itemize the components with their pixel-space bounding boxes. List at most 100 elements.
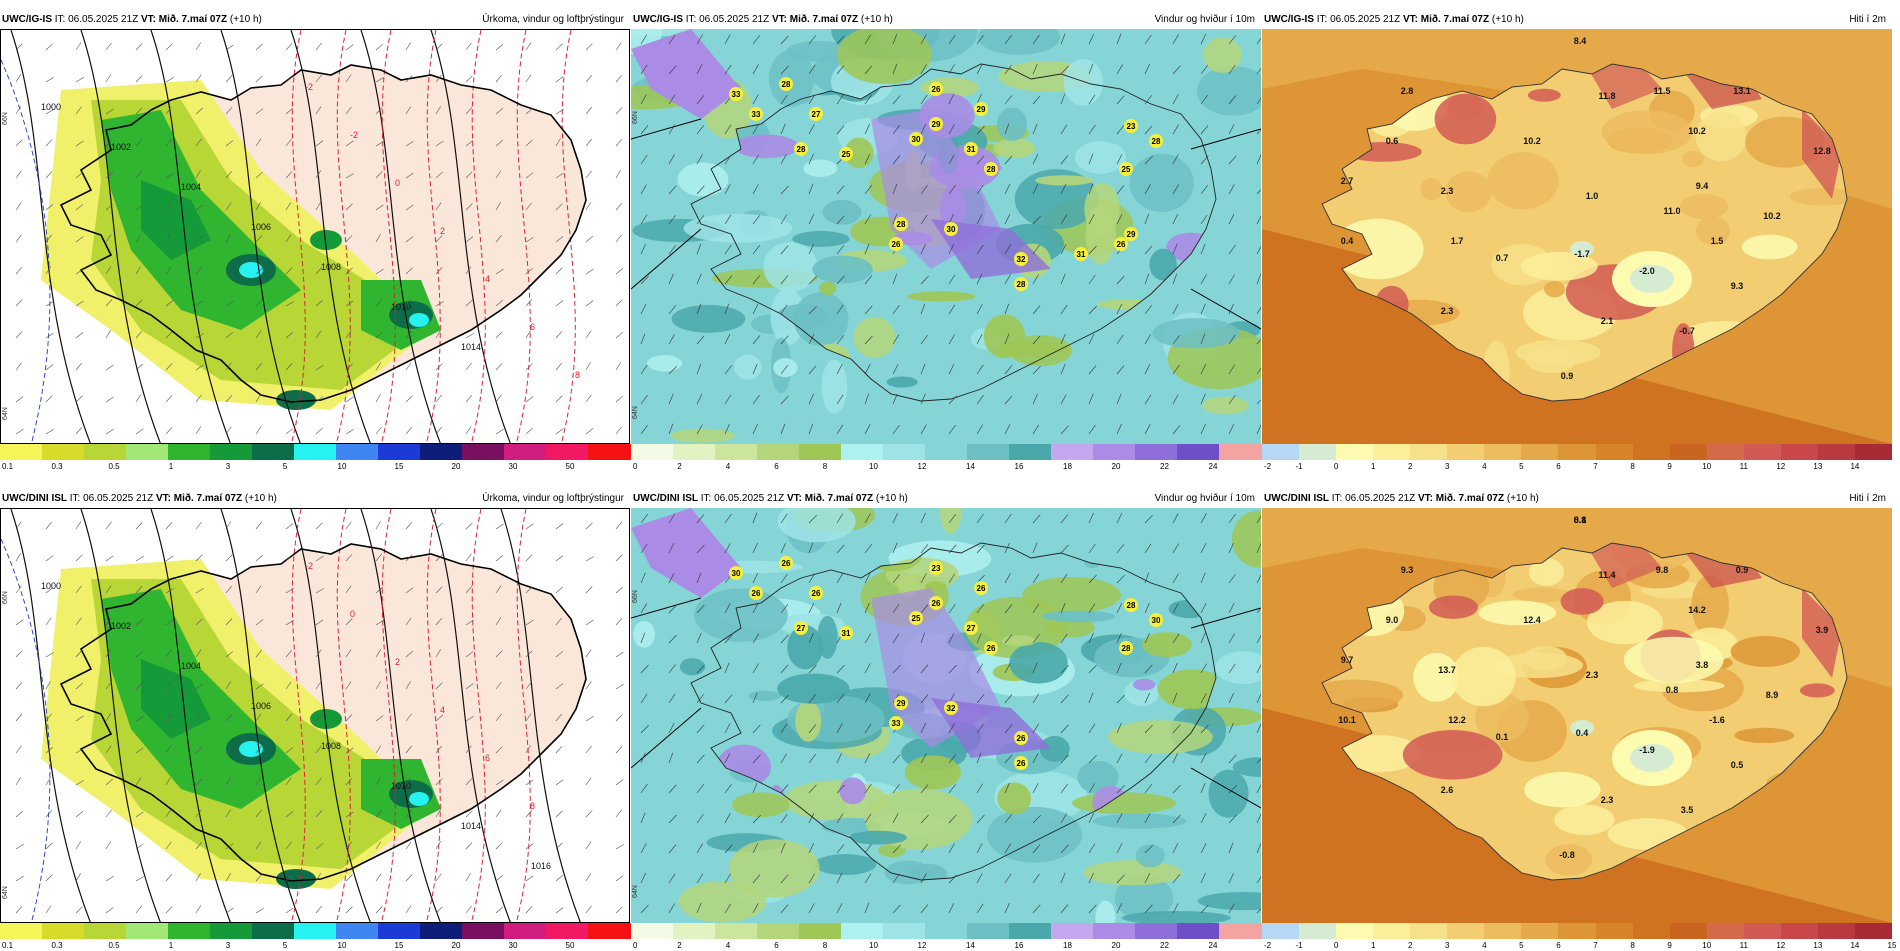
- gust-label: 33: [749, 107, 763, 121]
- colorbar-swatch: [1373, 444, 1411, 460]
- colorbar-tick: 12: [917, 462, 927, 471]
- colorbar-tick: 0.1: [2, 941, 14, 950]
- temperature-value: 2.8: [1401, 86, 1414, 96]
- colorbar-tick: 16: [1014, 462, 1024, 471]
- colorbar-swatch: [1262, 923, 1300, 939]
- colorbar-tick: 7: [1593, 462, 1598, 471]
- svg-text:25: 25: [842, 150, 851, 159]
- colorbar-swatch: [1336, 923, 1374, 939]
- map-svg: 8.4 2.8 11.5 13.1 0.6 11.8 10.2 10.2 12.8 2.7 2.3 1…: [1262, 29, 1892, 444]
- colorbar-swatch: [1595, 923, 1634, 939]
- vt-label: VT:: [138, 14, 159, 25]
- colorbar-swatch: [294, 444, 337, 460]
- colorbar-swatch: [1177, 444, 1220, 460]
- svg-text:28: 28: [1017, 280, 1026, 289]
- colorbar-swatch: [1854, 444, 1893, 460]
- temperature-value: 1.0: [1586, 191, 1599, 201]
- isobar-label: 1006: [251, 701, 271, 711]
- gust-label: 26: [1014, 756, 1028, 770]
- isobar-label: 1004: [181, 182, 201, 192]
- colorbar-swatch: [841, 444, 884, 460]
- forecast-panel-temp: UWC/IG-IS IT: 06.05.2025 21Z VT: Mið. 7.…: [1262, 12, 1893, 472]
- lead-time: (+10 h): [242, 493, 277, 504]
- gust-label: 27: [964, 621, 978, 635]
- temperature-value: 9.3: [1731, 281, 1744, 291]
- colorbar-tick: 6: [774, 462, 779, 471]
- colorbar-tick: 4: [725, 941, 731, 950]
- temperature-value: 12.2: [1448, 715, 1466, 725]
- colorbar-tick: 0.1: [2, 462, 14, 471]
- svg-text:26: 26: [1117, 240, 1126, 249]
- colorbar-tick: 5: [282, 941, 288, 950]
- colorbar-swatch: [168, 923, 211, 939]
- gust-label: 29: [929, 117, 943, 131]
- colorbar-tick: 1: [168, 941, 174, 950]
- it-label: IT:: [67, 493, 84, 504]
- colorbar-tick: 5: [1519, 941, 1524, 950]
- colorbar-swatch: [967, 444, 1010, 460]
- gust-label: 25: [1119, 162, 1133, 176]
- temperature-value: 14.2: [1688, 605, 1706, 615]
- temperature-value: 0.9: [1736, 565, 1749, 575]
- lead-time: (+10 h): [1489, 14, 1524, 25]
- colorbar-swatch: [126, 923, 169, 939]
- colorbar-tick: 8: [1630, 462, 1635, 471]
- gust-label: 32: [1014, 252, 1028, 266]
- colorbar-tick: 22: [1160, 462, 1169, 471]
- colorbar-swatch: [1135, 923, 1178, 939]
- colorbar-swatch: [1009, 923, 1052, 939]
- colorbar-swatch: [1817, 444, 1856, 460]
- svg-text:26: 26: [1017, 734, 1026, 743]
- colorbar-swatch: [1521, 923, 1559, 939]
- temperature-value: -1.7: [1574, 249, 1590, 259]
- svg-text:26: 26: [812, 589, 821, 598]
- gust-label: 30: [1149, 613, 1163, 627]
- svg-text:28: 28: [1127, 601, 1136, 610]
- colorbar: [0, 923, 631, 939]
- colorbar-tick: -2: [1264, 941, 1272, 950]
- vt-label: VT:: [153, 493, 174, 504]
- colorbar-swatch: [168, 444, 211, 460]
- svg-text:27: 27: [812, 110, 821, 119]
- colorbar-swatch: [1373, 923, 1411, 939]
- temperature-label: 0: [350, 609, 355, 619]
- gust-label: 23: [1124, 119, 1138, 133]
- colorbar-swatch: [1854, 923, 1893, 939]
- gust-label: 28: [1149, 134, 1163, 148]
- colorbar-tick: 10: [337, 941, 347, 950]
- colorbar-tick: 10: [869, 462, 878, 471]
- map-svg: 30 26 26 26 27 31 23 26 26 25 27 26 28 30 28 29 32 33 26 26…: [631, 508, 1261, 923]
- svg-text:29: 29: [977, 105, 986, 114]
- init-time: 06.05.2025 21Z: [699, 14, 770, 25]
- colorbar-swatch: [967, 923, 1010, 939]
- svg-text:27: 27: [967, 624, 976, 633]
- svg-text:28: 28: [797, 145, 806, 154]
- svg-text:29: 29: [932, 120, 941, 129]
- colorbar-swatch: [0, 923, 43, 939]
- colorbar-swatch: [1743, 444, 1782, 460]
- panel-title: Úrkoma, vindur og loftþrýstingur: [482, 493, 624, 504]
- colorbar-tick: 3: [1445, 941, 1450, 950]
- colorbar-tick: 11: [1739, 941, 1748, 950]
- colorbar-tick: 7: [1593, 941, 1598, 950]
- temperature-value: 13.7: [1438, 665, 1456, 675]
- temperature-value: 0.6: [1386, 136, 1399, 146]
- temperature-value: 13.1: [1733, 86, 1751, 96]
- colorbar-swatch: [1410, 923, 1448, 939]
- colorbar-tick: 18: [1063, 941, 1072, 950]
- svg-text:32: 32: [947, 704, 956, 713]
- svg-text:26: 26: [782, 559, 791, 568]
- valid-time: Mið. 7.maí 07Z: [789, 14, 859, 25]
- gust-label: 26: [749, 586, 763, 600]
- svg-text:31: 31: [967, 145, 976, 154]
- it-label: IT:: [683, 14, 700, 25]
- temperature-value: -2.0: [1639, 266, 1655, 276]
- colorbar-tick: 0: [1333, 462, 1339, 471]
- colorbar-tick: 14: [966, 941, 975, 950]
- colorbar-swatch: [1219, 923, 1262, 939]
- colorbar-swatch: [84, 923, 127, 939]
- svg-text:26: 26: [932, 85, 941, 94]
- latitude-label: 64N: [632, 406, 639, 419]
- valid-time: Mið. 7.maí 07Z: [158, 14, 228, 25]
- colorbar-tick: 2: [677, 941, 682, 950]
